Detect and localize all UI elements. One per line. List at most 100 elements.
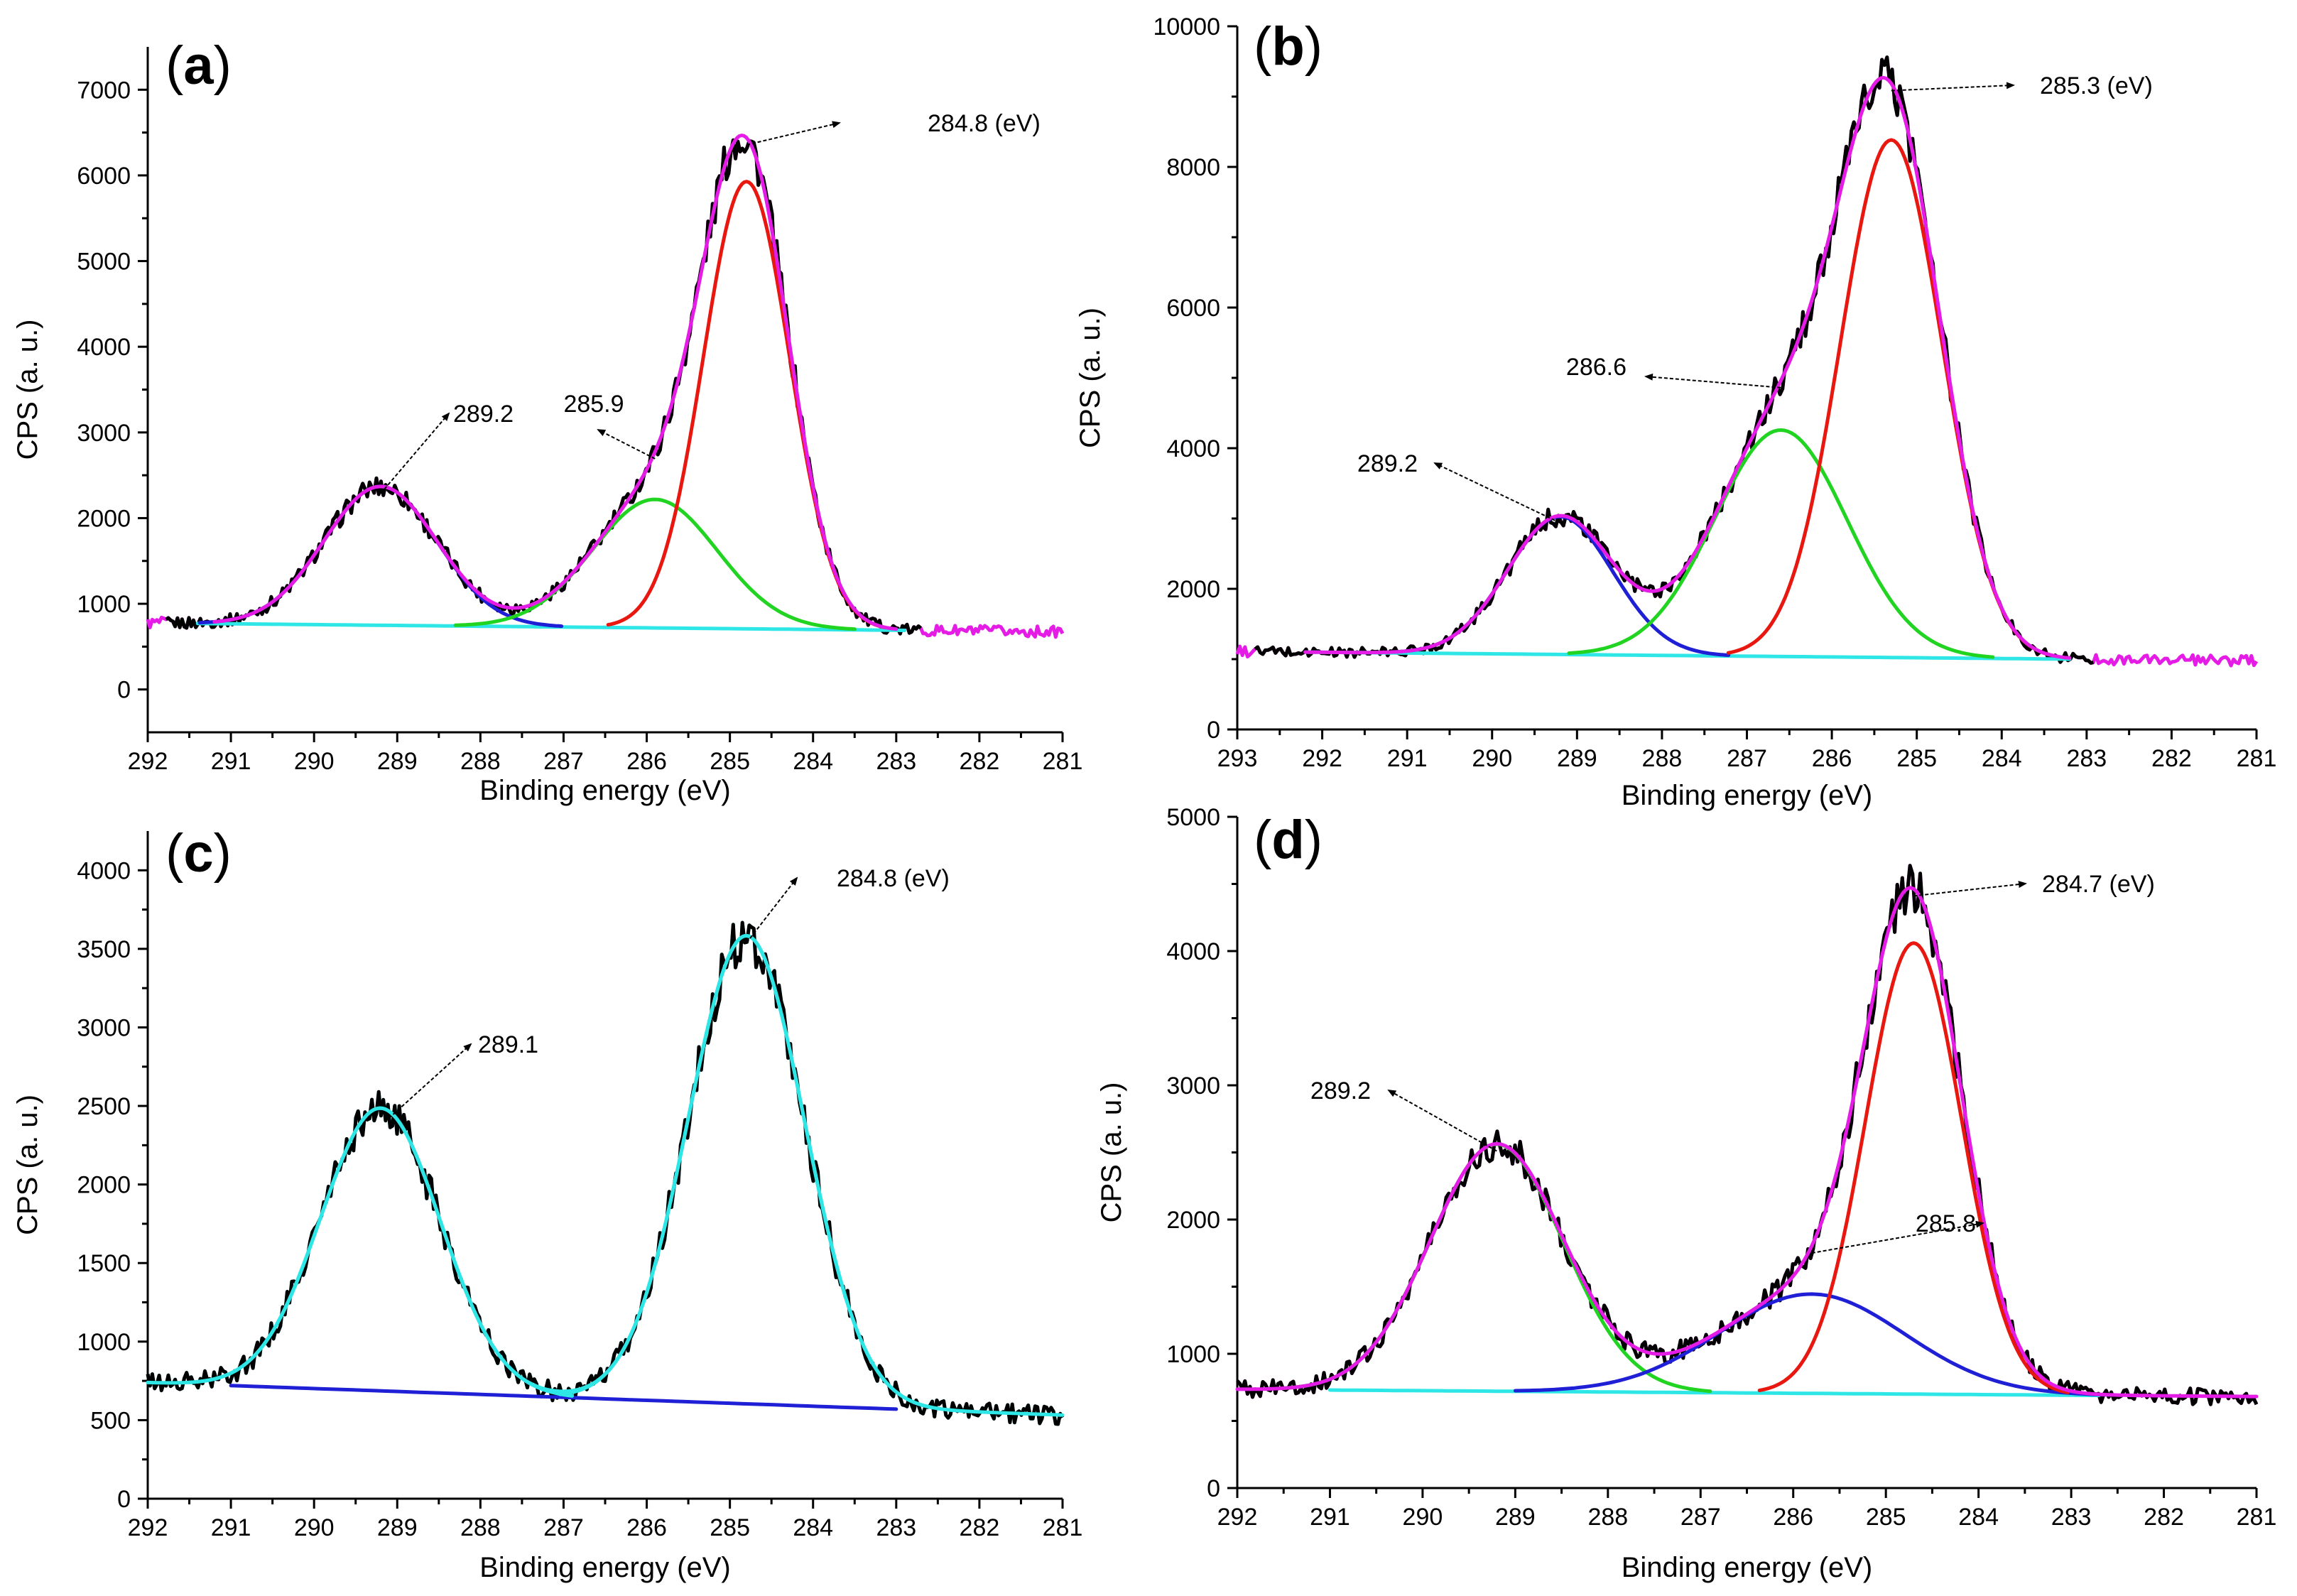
fit-component-286-6 xyxy=(1567,428,1995,659)
peak-annotation: 289.2 xyxy=(453,401,514,428)
annotation-arrow xyxy=(1644,373,1781,389)
y-tick-label: 5000 xyxy=(1166,804,1220,831)
panel-c: 292 291 290 289 288 287 286 285 284 283 282 281 0 500… xyxy=(12,823,1082,1583)
x-tick-label: 292 xyxy=(128,1514,168,1541)
x-tick-label: 282 xyxy=(960,1514,1000,1541)
y-tick-label: 4000 xyxy=(77,857,131,884)
axes-frame xyxy=(1236,26,2257,731)
y-tick-label: 1000 xyxy=(1166,1341,1220,1368)
fit-component-289-1 xyxy=(187,1106,575,1398)
x-tick-label: 286 xyxy=(626,748,667,775)
x-tick-label: 282 xyxy=(2144,1504,2184,1531)
fit-component-284-7 xyxy=(1757,941,2070,1394)
x-tick-label: 281 xyxy=(2237,745,2277,772)
y-tick-label: 1000 xyxy=(77,1329,131,1356)
x-tick-label: 284 xyxy=(793,748,833,775)
x-tick-label: 287 xyxy=(1727,745,1767,772)
y-tick-label: 3500 xyxy=(77,936,131,963)
x-axis-label: Binding energy (eV) xyxy=(479,1552,731,1583)
background-line xyxy=(229,1384,898,1411)
x-tick-label: 283 xyxy=(876,1514,916,1541)
background-line xyxy=(1328,1388,2101,1398)
annotation-arrow xyxy=(746,121,841,146)
x-tick-label: 292 xyxy=(1302,745,1342,772)
panel-label: (c) xyxy=(165,823,232,884)
x-tick-label: 286 xyxy=(626,1514,667,1541)
x-tick-label: 285 xyxy=(710,1514,750,1541)
x-tick-label: 288 xyxy=(1587,1504,1628,1531)
x-tick-label: 284 xyxy=(793,1514,833,1541)
y-tick-label: 3000 xyxy=(77,1014,131,1041)
x-tick-label: 288 xyxy=(460,748,501,775)
raw-data-trace xyxy=(146,921,1065,1426)
fit-component-285-9 xyxy=(453,497,857,631)
peak-annotation: 284.7 (eV) xyxy=(2042,871,2155,898)
y-tick-label: 500 xyxy=(90,1407,131,1434)
peak-annotation: 289.2 xyxy=(1310,1077,1371,1104)
x-tick-label: 286 xyxy=(1773,1504,1813,1531)
panel-label: (a) xyxy=(165,36,232,96)
peak-annotation: 289.2 xyxy=(1357,450,1418,477)
y-tick-label: 10000 xyxy=(1153,13,1220,40)
x-tick-label: 281 xyxy=(2237,1504,2277,1531)
y-tick-label: 3000 xyxy=(1166,1073,1220,1100)
raw-data-trace xyxy=(1236,864,2259,1406)
y-tick-label: 2500 xyxy=(77,1093,131,1120)
panel-a: 292 291 290 289 288 287 286 285 284 283 282 281 0 100… xyxy=(12,36,1082,806)
y-tick-label: 0 xyxy=(117,1486,131,1513)
fit-component-284-8 xyxy=(606,180,887,629)
peak-annotation: 284.8 (eV) xyxy=(928,110,1041,137)
envelope-extended-trace xyxy=(146,138,1065,639)
annotation-arrow xyxy=(1891,82,2015,92)
x-tick-label: 287 xyxy=(543,1514,584,1541)
fit-envelope xyxy=(1303,75,2072,660)
y-tick-label: 3000 xyxy=(77,420,131,447)
envelope-extended-trace xyxy=(146,921,1065,1426)
y-tick-label: 2000 xyxy=(1166,576,1220,603)
x-tick-label: 287 xyxy=(543,748,584,775)
x-tick-label: 281 xyxy=(1043,1514,1083,1541)
x-tick-label: 281 xyxy=(1043,748,1083,775)
annotation-arrow xyxy=(1433,462,1560,524)
panel-b: 293 292 291 290 289 288 287 286 285 284 283 282 281 0… xyxy=(1075,13,2276,811)
y-tick-label: 0 xyxy=(1207,1475,1220,1502)
y-tick-label: 8000 xyxy=(1166,154,1220,181)
y-tick-label: 4000 xyxy=(77,334,131,361)
x-tick-label: 288 xyxy=(1642,745,1683,772)
x-tick-label: 291 xyxy=(1310,1504,1350,1531)
x-tick-label: 289 xyxy=(1495,1504,1536,1531)
x-tick-label: 287 xyxy=(1680,1504,1721,1531)
annotation-arrow xyxy=(746,876,798,943)
peak-annotation: 286.6 xyxy=(1566,354,1627,381)
annotation-arrow xyxy=(597,429,656,460)
annotation-arrow xyxy=(1811,1220,1984,1254)
peak-annotation: 285.3 (eV) xyxy=(2040,72,2153,99)
y-tick-label: 4000 xyxy=(1166,938,1220,965)
x-tick-label: 290 xyxy=(294,748,335,775)
y-tick-label: 4000 xyxy=(1166,435,1220,462)
x-tick-label: 283 xyxy=(876,748,916,775)
y-tick-label: 0 xyxy=(1207,717,1220,744)
envelope-extended-trace xyxy=(1235,55,2259,668)
x-tick-label: 282 xyxy=(960,748,1000,775)
annotation-arrow xyxy=(380,412,450,494)
x-tick-label: 289 xyxy=(377,1514,418,1541)
panel-label: (d) xyxy=(1254,810,1323,870)
fit-component-285-8 xyxy=(1513,1292,2110,1397)
y-tick-label: 2000 xyxy=(1166,1207,1220,1234)
x-tick-label: 285 xyxy=(710,748,750,775)
x-axis-label: Binding energy (eV) xyxy=(1622,1552,1873,1583)
y-tick-label: 1000 xyxy=(77,591,131,618)
peak-annotation: 289.1 xyxy=(478,1031,538,1058)
y-tick-label: 0 xyxy=(117,677,131,704)
axes-frame xyxy=(146,47,1063,734)
fit-envelope xyxy=(1235,886,2259,1399)
x-tick-label: 292 xyxy=(1217,1504,1258,1531)
x-tick-label: 290 xyxy=(1472,745,1512,772)
x-tick-label: 293 xyxy=(1217,745,1258,772)
x-tick-label: 288 xyxy=(460,1514,501,1541)
panel-d: 292 291 290 289 288 287 286 285 284 283 282 281 0 100… xyxy=(1096,804,2276,1583)
x-tick-label: 285 xyxy=(1896,745,1937,772)
y-axis-label: CPS (a. u.) xyxy=(12,1095,43,1235)
background-line xyxy=(1303,650,2072,661)
